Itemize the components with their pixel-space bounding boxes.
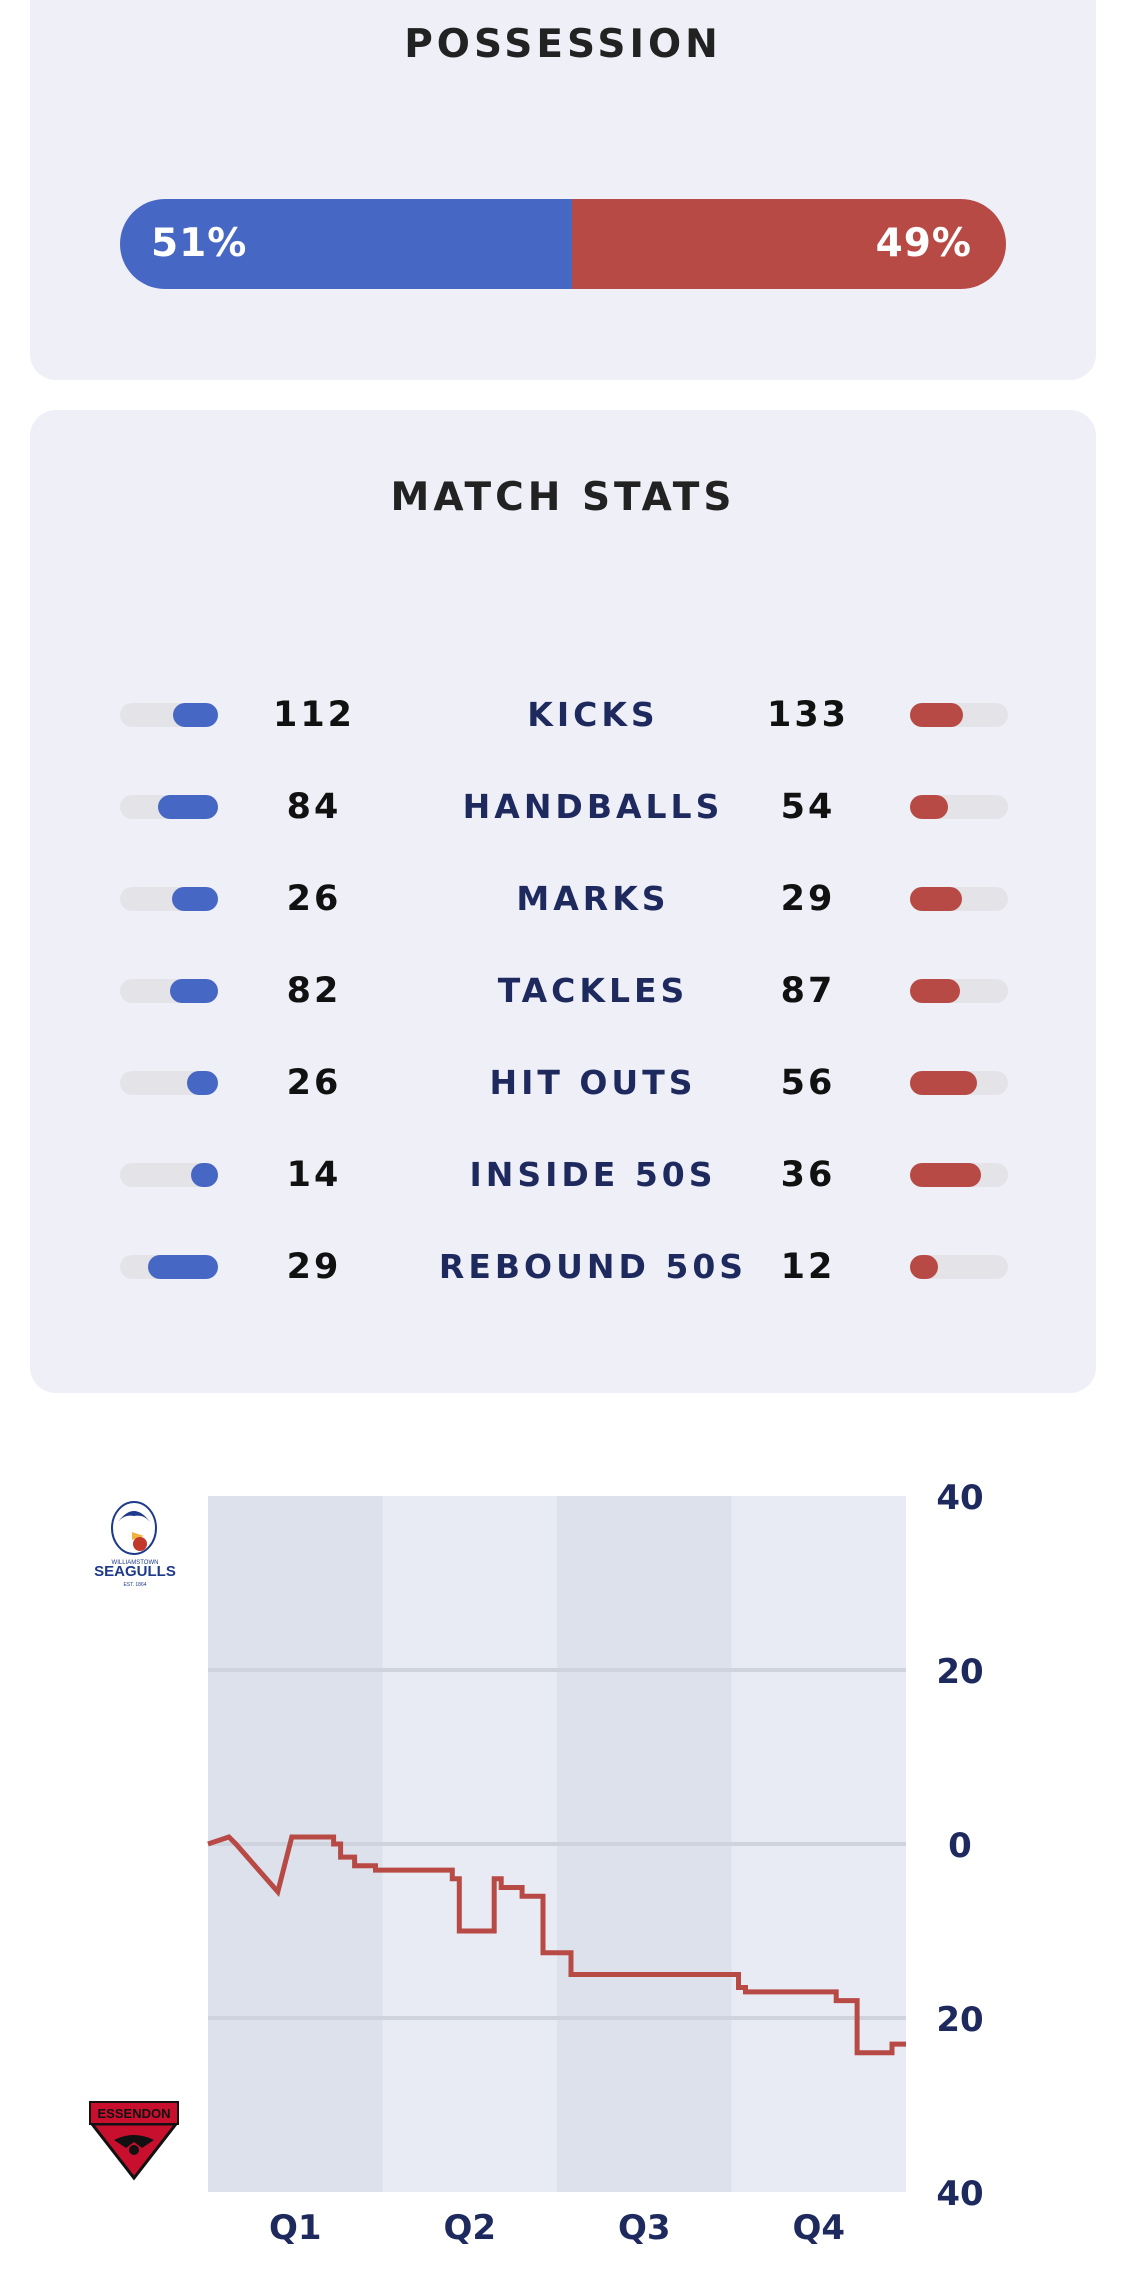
home-stat-bar-fill [190,1163,218,1187]
possession-bar: 51% 49% [120,199,1006,289]
stat-label: REBOUND 50S [438,1247,748,1286]
home-stat-bar-fill [172,703,218,727]
y-tick-label: 40 [936,2174,983,2214]
away-stat-bar-fill [910,1071,977,1095]
stat-row: 112 KICKS 133 [30,690,1096,740]
stat-label: HIT OUTS [489,1063,697,1102]
y-tick-label: 0 [948,1826,972,1866]
away-stat-bar [910,1255,1008,1279]
away-stat-bar [910,795,1008,819]
home-stat-bar-fill [169,979,218,1003]
home-stat-value: 26 [286,879,342,919]
home-stat-value: 112 [272,695,356,735]
possession-home-segment: 51% [120,199,572,289]
x-tick-label: Q3 [618,2208,671,2248]
stat-row: 14 INSIDE 50S 36 [30,1150,1096,1200]
possession-home-percent: 51% [151,221,248,266]
williamstown-seagulls-logo: WILLIAMSTOWN SEAGULLS EST. 1864 [94,1501,176,1588]
away-stat-bar [910,887,1008,911]
stat-label: MARKS [516,879,670,918]
possession-away-segment: 49% [571,199,1006,289]
away-stat-bar [910,1163,1008,1187]
stat-label: INSIDE 50S [469,1155,717,1194]
home-stat-bar [120,703,218,727]
home-stat-bar-fill [148,1255,218,1279]
seagulls-logo-est-text: EST. 1864 [123,1582,146,1588]
away-stat-value: 87 [780,971,836,1011]
home-stat-bar [120,887,218,911]
home-stat-value: 26 [286,1063,342,1103]
away-stat-value: 12 [780,1247,836,1287]
home-stat-value: 14 [286,1155,342,1195]
possession-card: POSSESSION 51% 49% [30,0,1096,380]
seagulls-logo-main-text: SEAGULLS [94,1563,176,1580]
stat-label: TACKLES [497,971,689,1010]
stat-row: 82 TACKLES 87 [30,966,1096,1016]
essendon-logo-text: ESSENDON [98,2106,171,2121]
x-tick-label: Q4 [792,2208,845,2248]
away-stat-value: 54 [780,787,836,827]
home-stat-bar [120,795,218,819]
match-stats-title: MATCH STATS [390,475,736,520]
away-stat-value: 36 [780,1155,836,1195]
home-stat-bar-fill [186,1071,218,1095]
away-stat-bar-fill [910,795,949,819]
home-stat-value: 29 [286,1247,342,1287]
home-stat-bar-fill [171,887,218,911]
stat-row: 84 HANDBALLS 54 [30,782,1096,832]
y-tick-label: 20 [936,1652,983,1692]
y-tick-label: 20 [936,2000,983,2040]
away-stat-bar-fill [910,1255,939,1279]
score-margin-line [207,1834,906,2056]
away-stat-bar [910,1071,1008,1095]
away-stat-value: 29 [780,879,836,919]
score-worm-chart: 40 20 0 20 40 Q1 Q2 Q3 Q4 WILLIAMSTOWN SEAGULLS… [88,1478,984,2248]
away-stat-value: 56 [780,1063,836,1103]
possession-title: POSSESSION [404,22,722,67]
match-stats-card: MATCH STATS 112 KICKS 133 84 HANDBALLS 54 26 MA… [30,410,1096,1393]
away-stat-bar-fill [910,703,963,727]
stat-label: HANDBALLS [462,787,724,826]
away-stat-bar-fill [910,1163,981,1187]
essendon-logo: ESSENDON [88,2101,180,2181]
away-stat-bar [910,703,1008,727]
home-stat-value: 84 [286,787,342,827]
seagulls-logo-top-text: WILLIAMSTOWN [112,1560,159,1566]
home-stat-bar [120,1255,218,1279]
home-stat-bar [120,1071,218,1095]
stat-row: 26 HIT OUTS 56 [30,1058,1096,1108]
possession-away-percent: 49% [875,221,972,266]
away-stat-bar-fill [910,887,962,911]
x-tick-label: Q1 [269,2208,322,2248]
stat-row: 26 MARKS 29 [30,874,1096,924]
away-stat-value: 133 [766,695,850,735]
home-stat-bar [120,979,218,1003]
away-stat-bar [910,979,1008,1003]
y-tick-label: 40 [936,1478,983,1518]
x-tick-label: Q2 [443,2208,496,2248]
home-stat-value: 82 [286,971,342,1011]
home-stat-bar [120,1163,218,1187]
away-stat-bar-fill [910,979,960,1003]
stat-label: KICKS [527,695,659,734]
stat-row: 29 REBOUND 50S 12 [30,1242,1096,1292]
home-stat-bar-fill [158,795,218,819]
